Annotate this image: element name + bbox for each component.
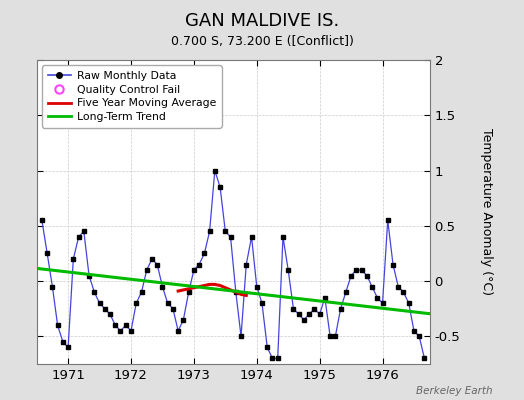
Text: 0.700 S, 73.200 E ([Conflict]): 0.700 S, 73.200 E ([Conflict]) [171,36,353,48]
Legend: Raw Monthly Data, Quality Control Fail, Five Year Moving Average, Long-Term Tren: Raw Monthly Data, Quality Control Fail, … [42,66,222,128]
Text: GAN MALDIVE IS.: GAN MALDIVE IS. [185,12,339,30]
Text: Berkeley Earth: Berkeley Earth [416,386,493,396]
Y-axis label: Temperature Anomaly (°C): Temperature Anomaly (°C) [480,128,493,296]
